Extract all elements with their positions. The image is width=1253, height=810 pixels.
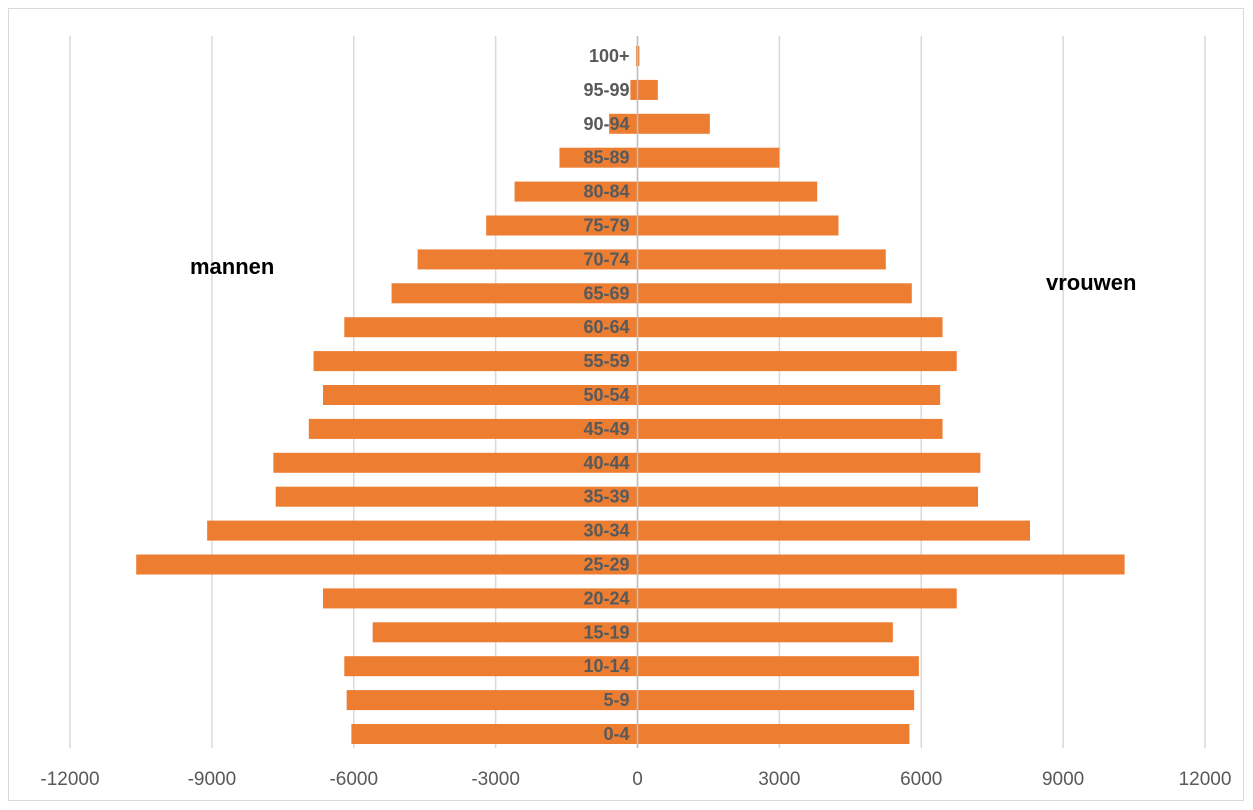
x-tick-label: -3000: [471, 769, 520, 790]
category-label: 100+: [589, 46, 630, 66]
category-label: 35-39: [583, 487, 629, 507]
bar-men: [391, 283, 638, 304]
category-label: 70-74: [583, 249, 629, 269]
category-label: 5-9: [603, 690, 629, 710]
bar-men: [313, 351, 638, 372]
right-annotation-label: vrouwen: [1046, 270, 1137, 295]
x-tick-label: 0: [632, 769, 643, 790]
bar-women: [637, 554, 1125, 575]
category-label: 75-79: [583, 216, 629, 236]
bar-men: [351, 724, 638, 744]
bar-women: [637, 181, 818, 202]
bar-men: [308, 418, 638, 439]
category-label: 20-24: [583, 588, 629, 608]
bar-men: [323, 588, 638, 609]
bar-women: [637, 351, 957, 372]
bar-men: [344, 317, 638, 338]
category-label: 0-4: [603, 724, 629, 744]
category-label: 40-44: [583, 453, 629, 473]
category-label: 10-14: [583, 656, 629, 676]
bar-men: [630, 79, 638, 100]
bar-women: [637, 690, 915, 711]
category-label: 95-99: [583, 80, 629, 100]
bar-men: [207, 520, 638, 541]
category-label: 85-89: [583, 148, 629, 168]
x-tick-label: -9000: [188, 769, 237, 790]
bar-women: [637, 317, 943, 338]
bar-women: [637, 113, 710, 134]
category-label: 80-84: [583, 182, 629, 202]
category-label: 90-94: [583, 114, 629, 134]
category-label: 25-29: [583, 555, 629, 575]
x-tick-label: -12000: [40, 769, 99, 790]
x-tick-label: -6000: [329, 769, 378, 790]
bar-women: [637, 79, 658, 100]
x-tick-label: 9000: [1042, 769, 1084, 790]
category-label: 60-64: [583, 317, 629, 337]
category-label: 50-54: [583, 385, 629, 405]
left-annotation-label: mannen: [190, 254, 275, 279]
bar-men: [323, 385, 638, 405]
bar-women: [637, 147, 780, 168]
category-label: 45-49: [583, 419, 629, 439]
bar-women: [637, 283, 912, 304]
bar-men: [514, 181, 638, 202]
bar-women: [637, 418, 943, 439]
bar-women: [637, 452, 981, 473]
bar-men: [346, 690, 638, 711]
x-tick-label: 3000: [758, 769, 800, 790]
bar-men: [136, 554, 638, 575]
bar-men: [344, 656, 638, 677]
bar-women: [637, 520, 1031, 541]
bar-women: [637, 724, 910, 744]
category-label: 55-59: [583, 351, 629, 371]
bar-women: [637, 656, 919, 677]
x-tick-label: 6000: [900, 769, 942, 790]
bar-women: [637, 588, 957, 609]
bar-women: [637, 249, 886, 270]
bar-women: [637, 385, 941, 405]
bar-men: [486, 215, 638, 236]
x-tick-label: 12000: [1179, 769, 1232, 790]
bar-men: [609, 113, 638, 134]
category-label: 15-19: [583, 622, 629, 642]
bar-women: [637, 215, 839, 236]
bar-men: [372, 622, 638, 643]
category-label: 30-34: [583, 521, 629, 541]
bar-men: [273, 452, 638, 473]
bar-men: [417, 249, 638, 270]
category-label: 65-69: [583, 283, 629, 303]
bar-women: [637, 622, 893, 643]
bar-women: [637, 46, 640, 66]
bar-women: [637, 486, 978, 507]
bar-men: [275, 486, 638, 507]
bar-men: [559, 147, 638, 168]
